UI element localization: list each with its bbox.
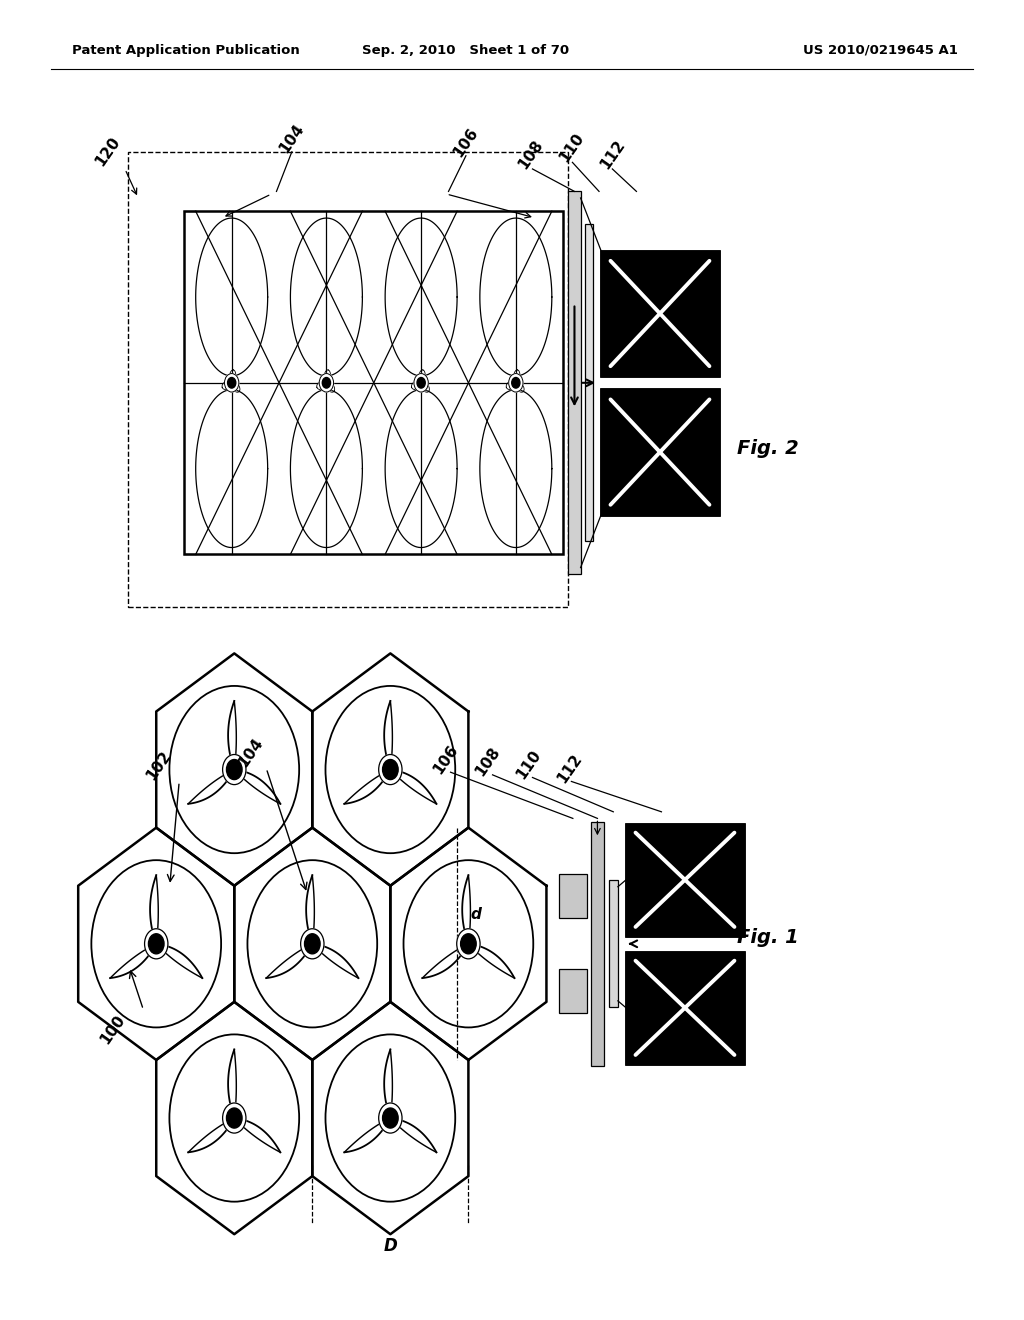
Text: 110: 110 xyxy=(513,747,544,781)
Text: Fig. 2: Fig. 2 xyxy=(737,440,799,458)
Circle shape xyxy=(224,374,239,392)
Circle shape xyxy=(461,933,476,954)
Circle shape xyxy=(457,929,480,958)
Bar xyxy=(585,224,593,541)
Text: 120: 120 xyxy=(92,135,123,169)
Bar xyxy=(128,152,568,607)
Circle shape xyxy=(148,933,164,954)
Circle shape xyxy=(414,374,428,392)
Circle shape xyxy=(379,755,402,784)
Text: 106: 106 xyxy=(430,742,461,776)
Bar xyxy=(568,191,581,574)
Text: US 2010/0219645 A1: US 2010/0219645 A1 xyxy=(803,44,957,57)
Bar xyxy=(558,874,587,919)
Bar xyxy=(184,211,563,554)
Bar xyxy=(601,389,719,515)
Circle shape xyxy=(301,929,324,958)
Circle shape xyxy=(383,759,398,780)
Text: 108: 108 xyxy=(472,744,503,779)
Circle shape xyxy=(226,1107,242,1129)
Circle shape xyxy=(227,378,236,388)
Circle shape xyxy=(304,933,321,954)
Circle shape xyxy=(323,378,331,388)
Text: 104: 104 xyxy=(236,735,266,770)
Circle shape xyxy=(222,1104,246,1133)
Text: 112: 112 xyxy=(597,137,628,172)
Bar xyxy=(601,251,719,376)
Text: 102: 102 xyxy=(143,748,174,783)
Text: Patent Application Publication: Patent Application Publication xyxy=(72,44,299,57)
Circle shape xyxy=(222,755,246,784)
Text: Sep. 2, 2010   Sheet 1 of 70: Sep. 2, 2010 Sheet 1 of 70 xyxy=(362,44,569,57)
Bar xyxy=(558,969,587,1014)
Bar xyxy=(626,824,743,936)
Bar xyxy=(626,952,743,1064)
Bar xyxy=(601,389,719,515)
Circle shape xyxy=(144,929,168,958)
Circle shape xyxy=(512,378,520,388)
Text: 110: 110 xyxy=(556,131,587,165)
Text: Fig. 1: Fig. 1 xyxy=(737,928,799,946)
Bar xyxy=(626,952,743,1064)
Text: D: D xyxy=(383,1237,397,1254)
Circle shape xyxy=(226,759,242,780)
Text: d: d xyxy=(471,907,481,923)
Text: 100: 100 xyxy=(97,1012,128,1047)
Circle shape xyxy=(319,374,334,392)
Circle shape xyxy=(383,1107,398,1129)
Text: 104: 104 xyxy=(276,121,307,156)
Text: 106: 106 xyxy=(451,125,481,160)
Bar xyxy=(626,824,743,936)
Circle shape xyxy=(417,378,425,388)
Bar xyxy=(601,251,719,376)
Text: 112: 112 xyxy=(554,751,585,785)
Bar xyxy=(591,822,603,1065)
Circle shape xyxy=(509,374,523,392)
Bar xyxy=(608,880,617,1007)
Text: 108: 108 xyxy=(515,137,546,172)
Circle shape xyxy=(379,1104,402,1133)
